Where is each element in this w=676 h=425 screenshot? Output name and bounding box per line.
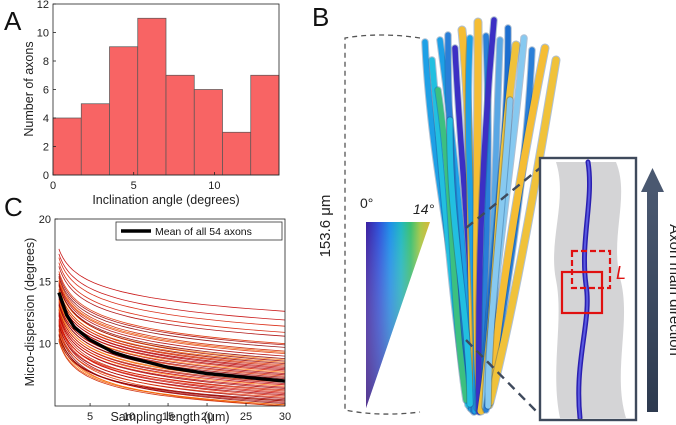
- axon-centerline-highlight: [577, 161, 591, 419]
- histogram-x-label: Inclination angle (degrees): [92, 193, 239, 207]
- axon-dispersion-line: [58, 277, 286, 352]
- axon-dispersion-line: [58, 324, 286, 396]
- line-plot-x-tick-label: 5: [87, 411, 93, 423]
- axon-dispersion-line: [58, 257, 286, 327]
- axon-dispersion-line: [58, 262, 286, 333]
- axon-dispersion-line: [58, 279, 286, 353]
- line-plot-x-tick-label: 15: [162, 411, 174, 423]
- histogram-bar: [109, 46, 139, 176]
- angle-color-wedge-shade: [366, 222, 430, 408]
- line-plot-axes-box: [54, 218, 286, 407]
- histogram-bar: [250, 74, 280, 176]
- histogram-x-tick-label: 0: [50, 180, 56, 192]
- panel-b-illustration: 153.6 μm 0° 14° L Axon main direction: [317, 16, 676, 422]
- axon-dispersion-lines: [58, 248, 286, 407]
- axon-dispersion-line: [58, 312, 286, 386]
- histogram-y-tick-label: 6: [43, 85, 49, 97]
- histogram-bar: [222, 131, 252, 176]
- angle-max-label: 14°: [413, 201, 435, 217]
- axon-dispersion-line: [58, 281, 286, 354]
- zoom-connector-bottom: [465, 339, 541, 416]
- legend-label: Mean of all 54 axons: [155, 226, 252, 238]
- histogram-y-label: Number of axons: [22, 41, 36, 136]
- histogram-y-tick-label: 10: [37, 28, 49, 40]
- panel-label-a: A: [4, 6, 22, 36]
- histogram-y-tick-label: 4: [43, 113, 49, 125]
- axon-dispersion-line: [58, 253, 286, 321]
- axon-dispersion-line: [58, 282, 286, 357]
- axon-strand: [485, 44, 549, 409]
- axon-dispersion-line: [58, 319, 286, 393]
- line-plot-y-tick-label: 15: [39, 276, 51, 288]
- line-plot-y-label: Micro-dispersion (degrees): [23, 238, 37, 387]
- histogram-y-tick-label: 8: [43, 56, 49, 68]
- axon-strand: [485, 97, 513, 409]
- direction-arrow-head: [641, 168, 664, 192]
- legend: Mean of all 54 axons: [115, 221, 283, 241]
- line-plot-y-tick-label: 10: [39, 339, 51, 351]
- panel-label-b: B: [312, 2, 329, 32]
- axon-dispersion-line: [58, 273, 286, 346]
- histogram-bar: [52, 117, 82, 176]
- histogram-x-tick-label: 5: [131, 180, 137, 192]
- histogram-bar: [193, 89, 223, 176]
- legend-box: [115, 221, 283, 241]
- axon-strand: [475, 17, 497, 415]
- axon-inset: L: [538, 156, 638, 422]
- line-plot-x-tick-label: 20: [201, 411, 213, 423]
- axon-dispersion-line: [58, 284, 286, 359]
- axon-dispersion-line: [58, 304, 286, 378]
- sampling-box-solid: [560, 270, 604, 315]
- histogram-y-tick-label: 2: [43, 142, 49, 154]
- axon-dispersion-line: [58, 291, 286, 367]
- axon-dispersion-line: [58, 339, 286, 406]
- histogram-y-tick-label: 12: [37, 0, 49, 11]
- histogram-bar: [165, 74, 195, 176]
- panel-label-c: C: [4, 192, 23, 222]
- line-plot-x-tick-label: 10: [123, 411, 135, 423]
- sampling-length-label: L: [616, 263, 626, 283]
- axon-bundle: [421, 16, 561, 416]
- zoom-connector-top: [465, 167, 541, 229]
- histogram-bar: [137, 17, 167, 176]
- axon-dispersion-line: [58, 334, 286, 402]
- axon-dispersion-line: [58, 271, 286, 345]
- sampling-box-dashed: [570, 249, 612, 290]
- line-plot-x-label: Sampling length (μm): [110, 410, 229, 424]
- axon-dispersion-line: [58, 266, 286, 337]
- height-label: 153.6 μm: [317, 195, 334, 258]
- axon-dispersion-line: [58, 248, 286, 312]
- axon-strand: [486, 56, 560, 406]
- line-plot-ticks: 5 10 15 20 25 30 10 15 20: [39, 214, 291, 423]
- histogram-bars: [52, 17, 280, 176]
- histogram-y-tick-label: 0: [43, 170, 49, 182]
- axon-membrane: [554, 162, 626, 418]
- histogram-ticks: 0 5 10 0 2 4 6 8 10 12: [37, 0, 221, 192]
- line-plot-y-tick-label: 20: [39, 214, 51, 226]
- histogram-bar: [80, 103, 110, 176]
- direction-arrow-shaft: [647, 190, 658, 412]
- axon-strand: [447, 117, 473, 407]
- axon-dispersion-line: [58, 314, 286, 388]
- axon-dispersion-line: [58, 309, 286, 383]
- inset-frame: [538, 156, 638, 422]
- axon-dispersion-line: [58, 276, 286, 348]
- direction-arrow-label: Axon main direction: [666, 224, 676, 356]
- axon-dispersion-line: [58, 341, 286, 407]
- line-plot-panel-c: 5 10 15 20 25 30 10 15 20 Mean of all 54 axons S…: [23, 214, 291, 424]
- axon-dispersion-line: [58, 329, 286, 398]
- mean-curve: [57, 292, 286, 383]
- histogram-panel-a: 0 5 10 0 2 4 6 8 10 12 Inclination angle (degrees…: [22, 0, 280, 207]
- axon-dispersion-line: [58, 316, 286, 392]
- line-plot-x-tick-label: 30: [279, 411, 291, 423]
- axon-strand: [435, 87, 469, 403]
- height-scale-bracket: [344, 34, 421, 415]
- histogram-x-tick-label: 10: [208, 180, 220, 192]
- line-plot-x-tick-label: 25: [240, 411, 252, 423]
- axon-dispersion-line: [58, 283, 286, 362]
- axon-dispersion-line: [58, 322, 286, 391]
- angle-min-label: 0°: [360, 195, 373, 211]
